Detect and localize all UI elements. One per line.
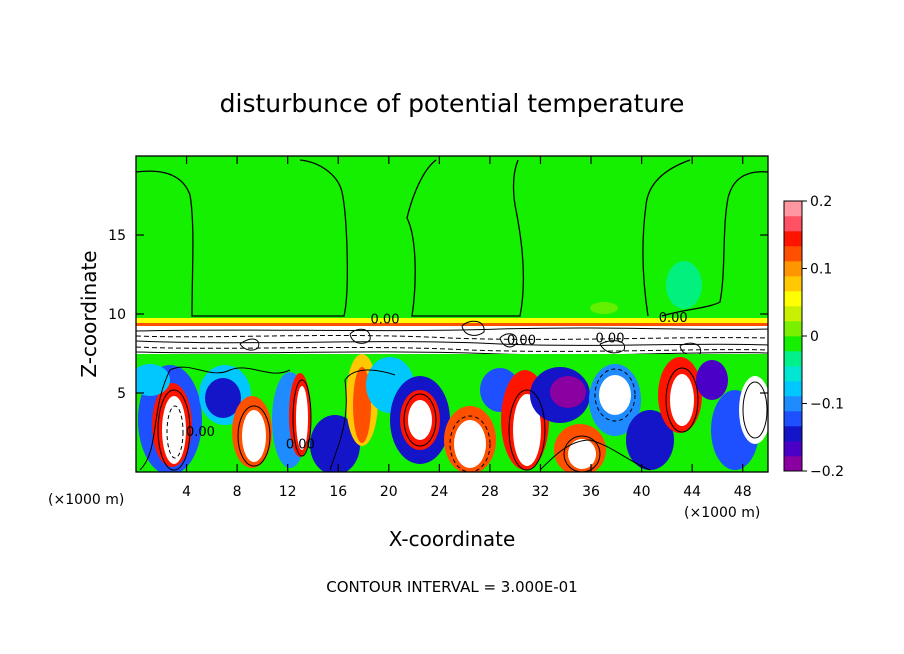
contour-label: 0.00 <box>507 333 536 348</box>
plot-area <box>136 156 768 472</box>
upper-field <box>136 156 768 330</box>
y-tick-label: 5 <box>117 386 126 402</box>
stratified-band-red <box>136 323 768 326</box>
stratified-band-yellow <box>136 318 768 323</box>
colorbar-swatch <box>784 456 802 472</box>
x-tick-label: 4 <box>182 484 191 500</box>
chart-title: disturbunce of potential temperature <box>220 89 685 118</box>
contour-labels: 0.00 0.00 0.00 0.00 0.00 0.00 <box>186 311 688 452</box>
x-tick-label: 8 <box>233 484 242 500</box>
x-tick-label: 28 <box>481 484 499 500</box>
x-tick-label: 48 <box>734 484 752 500</box>
x-tick-label: 40 <box>633 484 651 500</box>
colorbar-tick-label: 0.1 <box>810 262 832 278</box>
colorbar-swatch <box>784 306 802 322</box>
colorbar-swatch <box>784 381 802 397</box>
turbulent-contours <box>139 366 768 472</box>
contour-interval-note: CONTOUR INTERVAL = 3.000E-01 <box>326 578 577 596</box>
colorbar-swatch <box>784 291 802 307</box>
x-tick-label: 32 <box>532 484 550 500</box>
colorbar-swatch <box>784 216 802 232</box>
contour-upper-2 <box>406 159 525 317</box>
contour-label: 0.00 <box>596 332 625 347</box>
x-tick-label: 12 <box>279 484 297 500</box>
colorbar-swatch <box>784 201 802 217</box>
colorbar-swatch <box>784 396 802 412</box>
contour-label: 0.00 <box>186 425 215 440</box>
y-axis-label: Z-coordinate <box>77 250 101 377</box>
contour-label: 0.00 <box>659 311 688 326</box>
contour-upper-4 <box>661 171 768 317</box>
colorbar-swatch <box>784 426 802 442</box>
colorbar-swatch <box>784 231 802 247</box>
x-unit-left: (×1000 m) <box>48 492 124 508</box>
colorbar-swatch <box>784 321 802 337</box>
colorbar-swatch <box>784 246 802 262</box>
contour-label: 0.00 <box>286 438 315 453</box>
x-tick-label: 16 <box>329 484 347 500</box>
colorbar: 0.2 0.1 0 −0.1 −0.2 <box>783 194 844 480</box>
colorbar-swatch <box>784 261 802 277</box>
x-axis-label: X-coordinate <box>389 527 516 551</box>
colorbar-tick-label: 0.2 <box>810 194 832 210</box>
x-unit-right: (×1000 m) <box>684 505 760 521</box>
x-tick-label: 44 <box>683 484 701 500</box>
warm-patch-upper <box>590 302 618 314</box>
y-tick-label: 10 <box>108 307 126 323</box>
x-tick-label: 24 <box>430 484 448 500</box>
y-axis: 5 10 15 <box>108 228 768 402</box>
colorbar-tick-label: −0.2 <box>810 464 844 480</box>
contour-label: 0.00 <box>371 313 400 328</box>
colorbar-swatch <box>784 366 802 382</box>
colorbar-swatch <box>784 351 802 367</box>
colorbar-tick-label: 0 <box>810 329 819 345</box>
x-tick-label: 20 <box>380 484 398 500</box>
x-axis: 4 8 12 16 20 24 28 32 36 40 44 48 <box>182 156 752 500</box>
contour-upper-1 <box>136 159 348 317</box>
colorbar-swatch <box>784 336 802 352</box>
colorbar-swatch <box>784 411 802 427</box>
colorbar-tick-label: −0.1 <box>810 397 844 413</box>
colorbar-swatch <box>784 441 802 457</box>
colorbar-swatch <box>784 276 802 292</box>
contour-upper-3 <box>642 159 691 317</box>
stratified-contours <box>136 320 768 357</box>
y-tick-label: 15 <box>108 228 126 244</box>
x-tick-label: 36 <box>582 484 600 500</box>
cool-patch-upper <box>666 261 702 309</box>
